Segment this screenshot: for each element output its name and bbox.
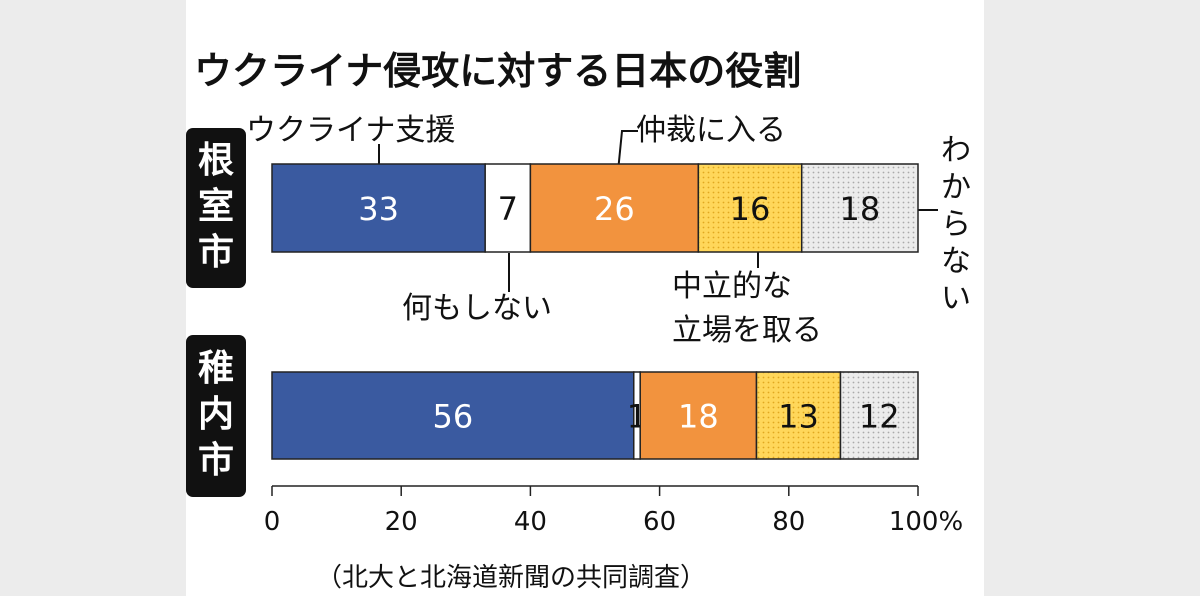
- vertical-char: な: [941, 244, 971, 279]
- city-label-text: 根室市: [198, 140, 234, 273]
- chart-panel: ウクライナ侵攻に対する日本の役割 根室市 稚内市 ウクライナ支援 仲裁に入る 何…: [186, 0, 984, 596]
- label-neutral-2: 立場を取る: [672, 313, 822, 348]
- x-tick-label: 0: [264, 507, 281, 537]
- label-neutral-1: 中立的な: [672, 269, 792, 304]
- vertical-char: わ: [941, 133, 971, 168]
- vertical-char: 室: [198, 186, 234, 227]
- bar-do-nothing-nemuro: [484, 163, 532, 253]
- data-label: 7: [498, 190, 518, 228]
- vertical-char: 市: [198, 440, 234, 481]
- vertical-char: 根: [198, 140, 234, 181]
- x-tick-label: 40: [514, 507, 547, 537]
- label-do-nothing: 何もしない: [402, 291, 552, 326]
- x-tick-label: 80: [772, 507, 805, 537]
- label-unknown: わからない: [941, 133, 971, 316]
- data-label: 16: [730, 190, 771, 228]
- data-label: 18: [678, 398, 719, 436]
- city-label-nemuro: 根室市: [186, 128, 246, 288]
- label-ukraine-support: ウクライナ支援: [246, 113, 455, 148]
- chart-title: ウクライナ侵攻に対する日本の役割: [194, 49, 801, 93]
- vertical-char: い: [941, 281, 971, 316]
- data-label: 33: [358, 190, 399, 228]
- bar-neutral-wakkanai: [755, 371, 842, 460]
- source-note: （北大と北海道新聞の共同調査）: [316, 563, 706, 593]
- bar-unknown-wakkanai: [839, 371, 919, 460]
- data-label: 12: [859, 398, 900, 436]
- data-label: 56: [433, 398, 474, 436]
- bar-mediate-nemuro: [529, 163, 700, 253]
- city-label-wakkanai: 稚内市: [186, 335, 246, 497]
- city-label-text: 稚内市: [198, 348, 234, 481]
- vertical-char: か: [941, 170, 971, 205]
- data-label: 26: [594, 190, 635, 228]
- bar-ukraine-support-nemuro: [271, 163, 486, 253]
- bar-neutral-nemuro: [697, 163, 803, 253]
- data-label: 18: [840, 190, 881, 228]
- bar-mediate-wakkanai: [639, 371, 758, 460]
- chart-svg: ウクライナ侵攻に対する日本の役割 根室市 稚内市 ウクライナ支援 仲裁に入る 何…: [186, 49, 971, 593]
- x-axis: 0 20 40 60 80 100%: [264, 485, 963, 537]
- vertical-char: 稚: [198, 348, 234, 389]
- x-tick-label: 20: [385, 507, 418, 537]
- vertical-char: ら: [941, 207, 971, 242]
- label-mediate: 仲裁に入る: [636, 113, 786, 148]
- city-label-bg: [186, 335, 246, 497]
- bar-unknown-nemuro: [800, 163, 919, 253]
- x-tick-label: 100%: [889, 507, 963, 537]
- city-label-bg: [186, 128, 246, 288]
- data-label: 13: [778, 398, 819, 436]
- vertical-char: 内: [198, 394, 234, 435]
- x-tick-label: 60: [643, 507, 676, 537]
- vertical-char: 市: [198, 232, 234, 273]
